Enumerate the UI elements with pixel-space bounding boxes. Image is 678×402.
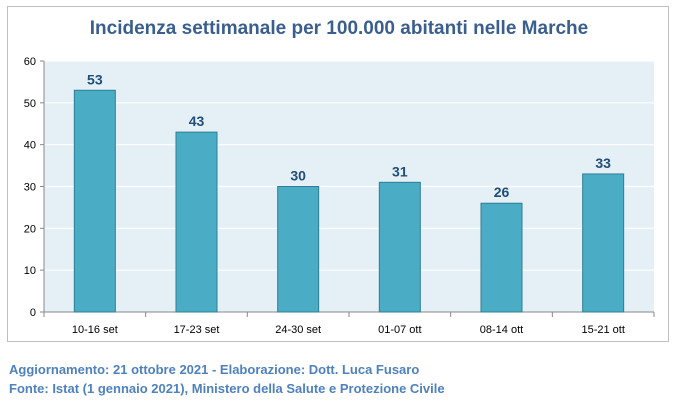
x-tick-label: 01-07 ott [378, 324, 421, 336]
x-tick-label: 08-14 ott [480, 324, 523, 336]
data-label: 31 [392, 163, 408, 179]
y-tick-label: 10 [24, 265, 36, 277]
bar [277, 186, 320, 313]
footer-source-line: Fonte: Istat (1 gennaio 2021), Ministero… [9, 381, 445, 396]
y-tick-label: 30 [24, 182, 36, 194]
data-label: 30 [290, 168, 306, 184]
data-label: 33 [595, 155, 611, 171]
x-tick-label: 17-23 set [174, 324, 220, 336]
data-label: 53 [87, 71, 103, 87]
footer-update-line: Aggiornamento: 21 ottobre 2021 - Elabora… [9, 362, 420, 377]
bar [378, 181, 421, 313]
bar [175, 131, 218, 313]
y-tick-label: 0 [30, 307, 36, 319]
data-label: 26 [494, 184, 510, 200]
x-tick-label: 15-21 ott [581, 324, 624, 336]
bar [582, 173, 625, 313]
data-label: 43 [189, 113, 205, 129]
x-tick-label: 10-16 set [72, 324, 118, 336]
bar [73, 89, 116, 313]
chart-title: Incidenza settimanale per 100.000 abitan… [89, 18, 589, 39]
y-tick-label: 60 [24, 56, 36, 68]
y-tick-label: 40 [24, 140, 36, 152]
bar [480, 202, 523, 313]
x-tick-label: 24-30 set [275, 324, 321, 336]
y-tick-label: 20 [24, 223, 36, 235]
y-tick-label: 50 [24, 98, 36, 110]
